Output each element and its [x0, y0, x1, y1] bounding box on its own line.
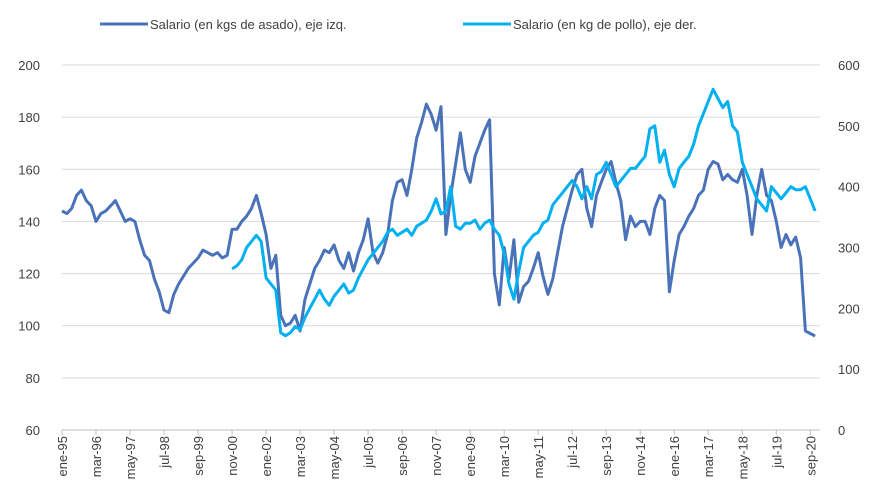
y-tick-label: 120 — [18, 267, 40, 282]
x-tick-label: may-04 — [327, 436, 342, 479]
x-tick-label: mar-10 — [497, 436, 512, 477]
y2-tick-label: 400 — [838, 180, 860, 195]
y2-tick-label: 0 — [838, 423, 845, 438]
x-tick-label: jul-05 — [361, 436, 376, 469]
x-tick-label: sep-13 — [599, 436, 614, 476]
series-line — [61, 102, 816, 338]
y-tick-label: 60 — [26, 423, 40, 438]
y2-tick-label: 500 — [838, 119, 860, 134]
x-tick-label: ene-09 — [463, 436, 478, 476]
x-tick-label: sep-20 — [803, 436, 818, 476]
y2-tick-label: 200 — [838, 301, 860, 316]
x-tick-label: may-11 — [531, 436, 546, 478]
x-tick-label: jul-19 — [769, 436, 784, 469]
x-tick-label: sep-99 — [191, 436, 206, 476]
x-tick-label: mar-96 — [89, 436, 104, 477]
y-tick-label: 80 — [26, 371, 40, 386]
x-tick-label: sep-06 — [395, 436, 410, 476]
y-tick-label: 200 — [18, 58, 40, 73]
series-line — [231, 87, 817, 338]
x-tick-label: ene-02 — [259, 436, 274, 476]
y2-tick-label: 100 — [838, 362, 860, 377]
x-tick-label: jul-12 — [565, 436, 580, 469]
x-tick-label: nov-00 — [225, 436, 240, 476]
y-tick-label: 100 — [18, 319, 40, 334]
y-tick-label: 180 — [18, 110, 40, 125]
x-tick-label: nov-07 — [429, 436, 444, 476]
x-tick-label: jul-98 — [157, 436, 172, 469]
y2-tick-label: 300 — [838, 241, 860, 256]
x-tick-label: nov-14 — [633, 436, 648, 476]
x-tick-label: mar-17 — [701, 436, 716, 477]
x-tick-label: ene-95 — [55, 436, 70, 476]
y-tick-label: 140 — [18, 214, 40, 229]
y2-tick-label: 600 — [838, 58, 860, 73]
legend-label: Salario (en kg de pollo), eje der. — [513, 17, 697, 32]
x-tick-label: may-97 — [123, 436, 138, 479]
x-tick-label: ene-16 — [667, 436, 682, 476]
legend-label: Salario (en kgs de asado), eje izq. — [150, 17, 347, 32]
x-tick-label: mar-03 — [293, 436, 308, 477]
y-tick-label: 160 — [18, 162, 40, 177]
x-tick-label: may-18 — [735, 436, 750, 479]
